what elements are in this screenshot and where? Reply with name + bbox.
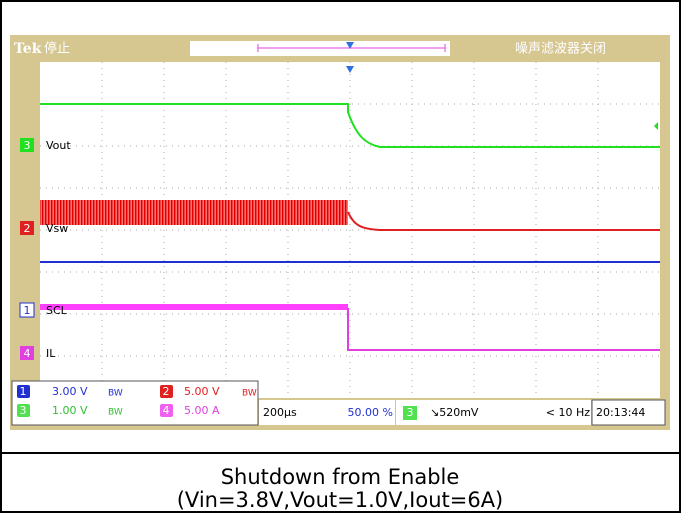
bw-flag: BW	[242, 389, 257, 399]
caption-line: Shutdown from Enable	[221, 465, 460, 489]
trigger-box	[396, 400, 591, 425]
timebase-box	[259, 400, 395, 425]
channel-readout	[11, 380, 259, 426]
caption-line: (Vin=3.8V,Vout=1.0V,Iout=6A)	[177, 488, 504, 512]
bw-flag: BW	[108, 408, 123, 418]
channel-number: 2	[24, 222, 31, 235]
vout-wave	[40, 103, 660, 148]
channel-number: 3	[24, 139, 31, 152]
bw-flag: BW	[108, 389, 123, 399]
ch-icon	[160, 404, 173, 417]
channel-marker	[20, 346, 34, 360]
ch-icon	[17, 404, 30, 417]
channel-label: IL	[46, 347, 56, 360]
channel-label: Vsw	[46, 222, 68, 235]
vsw-wave-noise	[40, 200, 348, 225]
channel-number: 1	[24, 304, 31, 317]
ch-number: 2	[163, 385, 170, 398]
brand: Tek	[14, 41, 42, 57]
ch-scale: 1.00 V	[52, 404, 88, 417]
record-window	[257, 44, 446, 52]
time-box	[591, 399, 666, 426]
channel-label: Vout	[46, 139, 71, 152]
channel-marker	[19, 302, 35, 318]
ch-icon	[17, 385, 30, 398]
trigger-level	[654, 122, 658, 130]
channel-marker	[20, 221, 34, 235]
ch-number: 1	[20, 385, 27, 398]
status: 停止	[44, 41, 70, 57]
trigger-source-icon	[403, 406, 417, 420]
channel-marker	[20, 138, 34, 152]
clock: 20:13:44	[596, 406, 645, 419]
vsw-wave	[347, 211, 660, 231]
ch-number: 3	[20, 404, 27, 417]
ch-scale: 5.00 A	[184, 404, 220, 417]
ch-icon	[160, 385, 173, 398]
ch-number: 4	[163, 404, 170, 417]
channel-label: SCL	[46, 304, 68, 317]
trigger-marker	[346, 42, 354, 73]
trigger-level-text: ↘520mV	[430, 406, 479, 419]
trigger-position: 50.00 %	[348, 406, 393, 419]
frequency: < 10 Hz	[546, 406, 590, 419]
ch-scale: 5.00 V	[184, 385, 220, 398]
channel-number: 4	[24, 347, 31, 360]
ch-scale: 3.00 V	[52, 385, 88, 398]
il-wave	[347, 308, 660, 351]
il-wave-noise	[40, 304, 348, 310]
timebase: 200µs	[263, 406, 297, 419]
trigger-source: 3	[407, 406, 414, 419]
filter-status: 噪声滤波器关闭	[515, 42, 606, 57]
